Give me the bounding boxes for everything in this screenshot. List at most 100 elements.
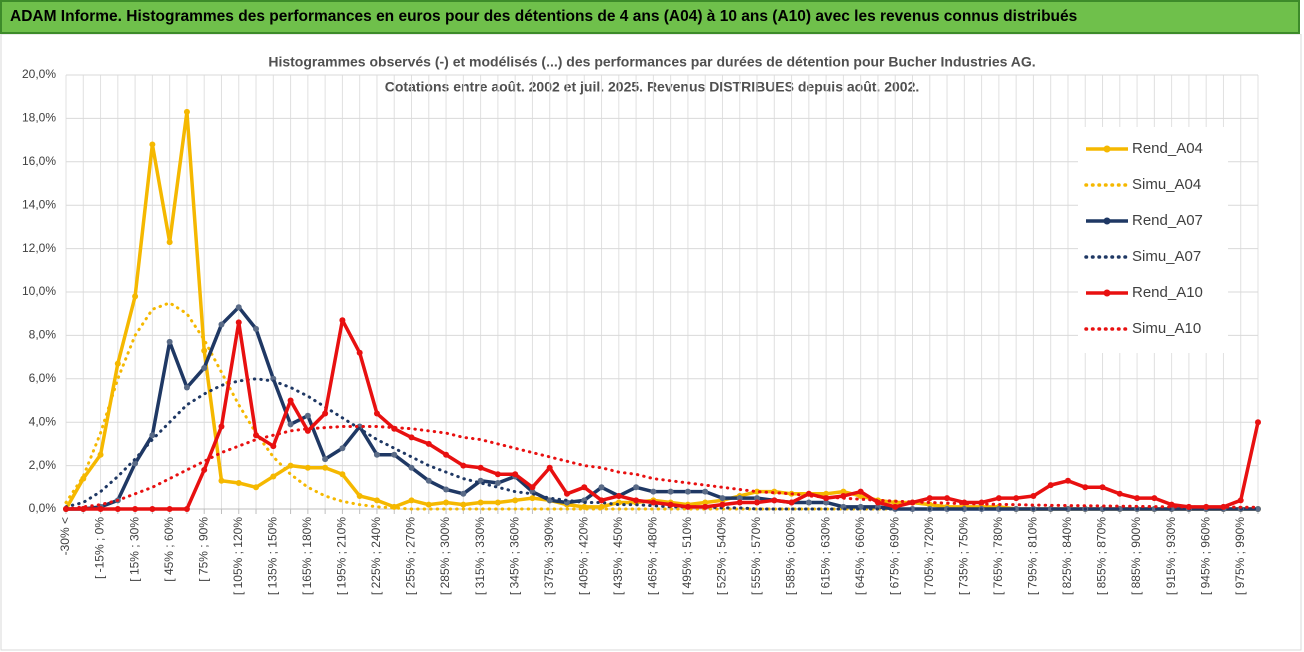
point [425,501,432,508]
x-tick-label: [ 825% ; 840% [1060,517,1074,595]
point [322,410,329,417]
point [494,471,501,478]
point [460,501,467,508]
point [1237,497,1244,504]
point [1013,495,1020,502]
point [425,440,432,447]
chart: Histogrammes observés (-) et modélisés (… [0,34,1302,651]
x-tick-label: [ 165% ; 180% [300,517,314,595]
point [995,506,1002,512]
x-tick-label: [ 735% ; 750% [956,517,970,595]
point [356,349,363,356]
x-tick-label: [ 525% ; 540% [715,517,729,595]
y-tick-label: 4,0% [29,414,57,428]
point [132,293,139,300]
series-line [64,425,1260,511]
x-tick-label: [ 255% ; 270% [404,517,418,595]
legend-marker [1103,145,1111,153]
point [97,506,104,512]
point [443,499,450,506]
point [287,462,294,469]
point [633,497,640,504]
point [218,477,225,484]
point [598,497,605,504]
point [736,499,743,506]
point [218,321,225,328]
series-line [64,301,1260,511]
point [805,499,812,506]
point [114,360,121,367]
x-tick-label: [ 195% ; 210% [335,517,349,595]
point [944,506,951,512]
point [149,432,156,439]
legend-marker [1103,289,1111,297]
point [840,488,847,495]
x-tick-label: [ 645% ; 660% [853,517,867,595]
x-tick-label: [ 315% ; 330% [473,517,487,595]
point [1220,503,1227,510]
point [235,319,242,326]
point [494,479,501,486]
point [322,464,329,471]
point [754,488,761,495]
point [529,484,536,491]
point [166,338,173,345]
legend-label: Simu_A04 [1132,176,1201,193]
point [1047,482,1054,489]
y-tick-label: 10,0% [22,284,56,298]
x-tick-label: [ -15% ; 0% [93,517,107,579]
point [201,347,208,354]
legend-label: Rend_A07 [1132,212,1203,229]
point [702,503,709,510]
series-line [66,318,1260,511]
x-tick-label: [ 795% ; 810% [1026,517,1040,595]
point [287,397,294,404]
point [253,484,260,491]
x-tick-label: [ 405% ; 420% [576,517,590,595]
x-tick-label: [ 375% ; 390% [542,517,556,595]
point [477,464,484,471]
legend-label: Simu_A10 [1132,320,1201,337]
point [373,497,380,504]
point [270,443,277,450]
x-tick-label: -30% < [58,517,72,555]
header-title: ADAM Informe. Histogrammes des performan… [0,0,1300,34]
x-tick-label: [ 105% ; 120% [231,517,245,595]
point [909,506,916,512]
chart-subtitle: Cotations entre août. 2002 et juil. 2025… [385,79,920,95]
point [253,432,260,439]
point [304,464,311,471]
x-tick-label: [ 495% ; 510% [680,517,694,595]
series-line [64,377,1260,511]
x-tick-label: [ 15% ; 30% [127,517,141,582]
point [201,364,208,371]
x-tick-label: [ 765% ; 780% [991,517,1005,595]
point [771,497,778,504]
point [944,495,951,502]
point [339,445,346,452]
point [494,499,501,506]
point [114,506,121,512]
point [598,484,605,491]
point [563,490,570,497]
point [788,499,795,506]
point [1099,484,1106,491]
point [719,501,726,508]
point [1064,477,1071,484]
legend-label: Rend_A10 [1132,284,1203,301]
point [684,503,691,510]
point [253,325,260,332]
point [408,497,415,504]
point [529,495,536,502]
point [339,317,346,324]
point [183,506,190,512]
point [322,456,329,463]
point [373,410,380,417]
point [615,492,622,499]
point [443,451,450,458]
point [201,466,208,473]
x-tick-label: [ 915% ; 930% [1164,517,1178,595]
y-tick-label: 12,0% [22,241,56,255]
point [425,477,432,484]
